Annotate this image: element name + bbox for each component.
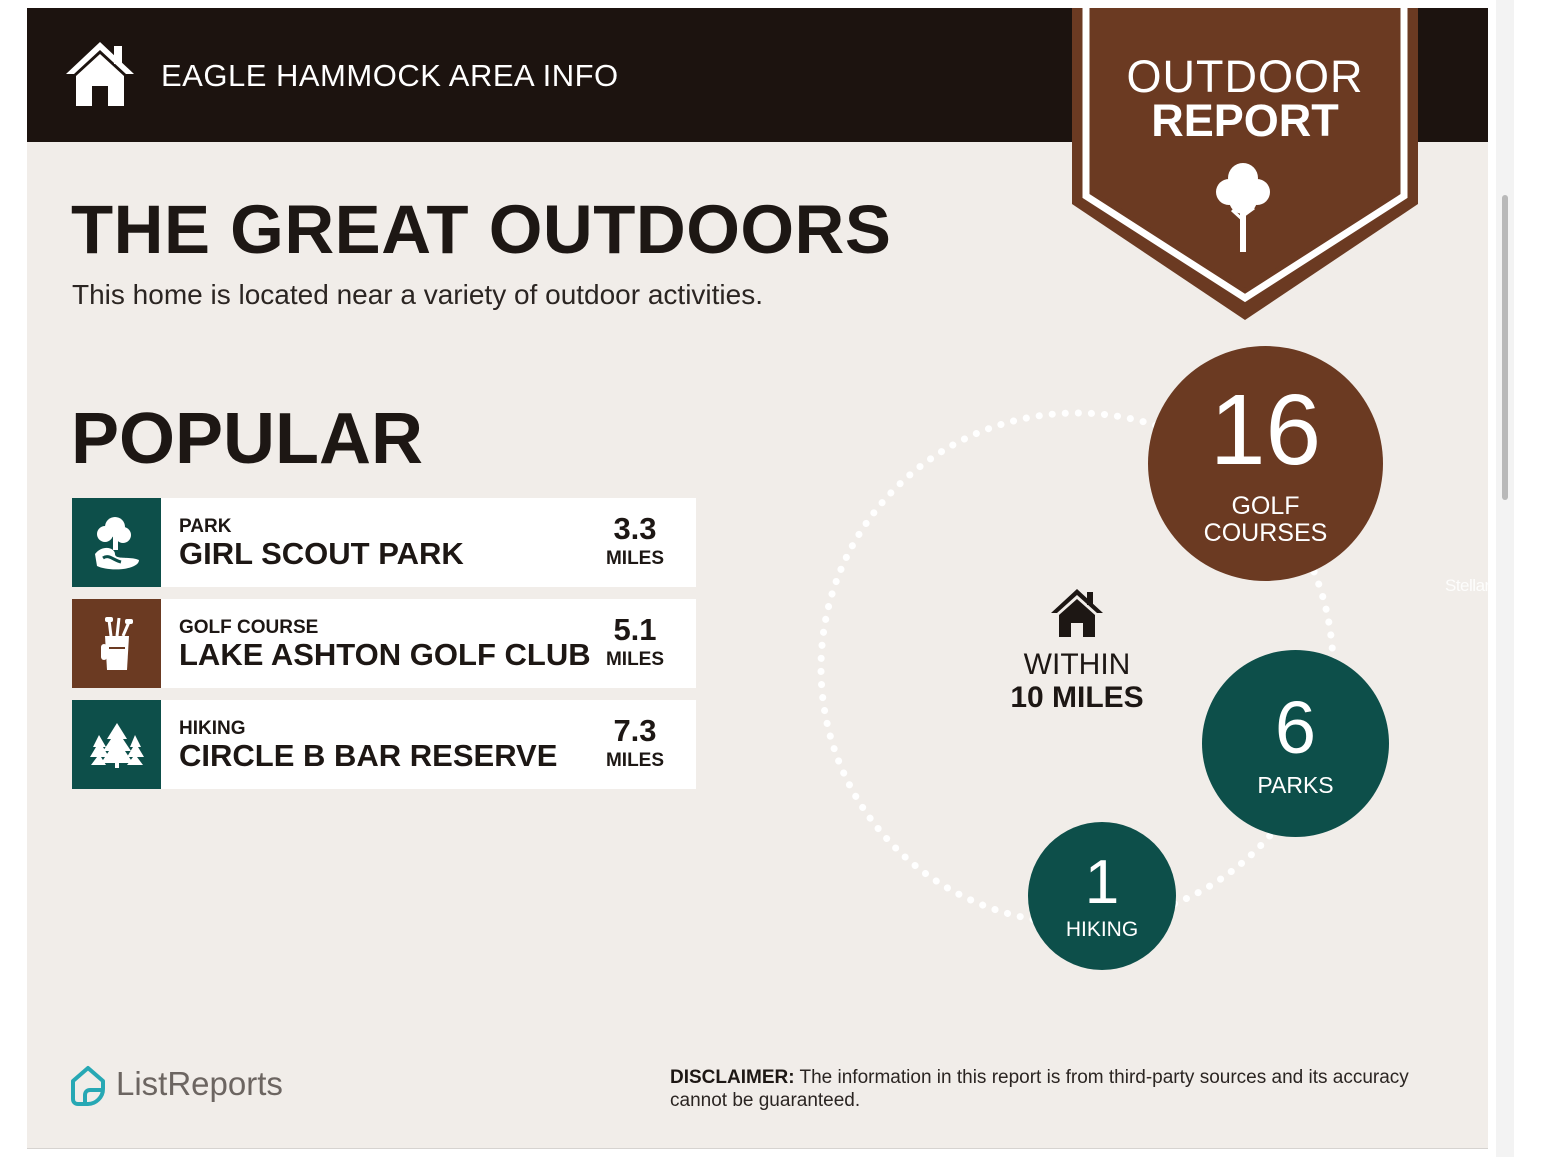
page-title: THE GREAT OUTDOORS	[71, 191, 892, 268]
golf-count-label-line2: COURSES	[1203, 519, 1328, 547]
item-distance: 7.3	[613, 713, 657, 748]
scrollbar-thumb[interactable]	[1502, 195, 1508, 500]
golf-count: 16	[1209, 374, 1322, 486]
within-distance: 10 MILES	[1010, 681, 1144, 714]
hiking-count: 1	[1084, 848, 1120, 917]
popular-item-golf: GOLF COURSE LAKE ASHTON GOLF CLUB 5.1 MI…	[72, 599, 696, 688]
item-distance-unit: MILES	[605, 750, 665, 771]
disclaimer-label: DISCLAIMER:	[670, 1067, 795, 1088]
disclaimer: DISCLAIMER: The information in this repo…	[670, 1066, 1460, 1112]
item-distance-unit: MILES	[605, 649, 665, 670]
item-category: HIKING	[179, 718, 246, 739]
watermark: StellarMLS	[1445, 576, 1488, 595]
hiking-count-circle: 1 HIKING	[1028, 822, 1176, 970]
badge-title-line1: OUTDOOR	[1126, 51, 1364, 102]
item-name: GIRL SCOUT PARK	[179, 536, 464, 571]
within-label: WITHIN	[1023, 648, 1131, 681]
page-bottom-divider	[27, 1148, 1488, 1149]
item-category: GOLF COURSE	[179, 617, 319, 638]
golf-count-label-line1: GOLF	[1231, 492, 1300, 520]
item-name: CIRCLE B BAR RESERVE	[179, 738, 558, 773]
item-distance: 3.3	[613, 511, 657, 546]
popular-heading: POPULAR	[71, 399, 424, 479]
item-icon-box	[72, 700, 161, 789]
item-distance-unit: MILES	[605, 548, 665, 569]
parks-count-circle: 6 PARKS	[1202, 650, 1389, 837]
parks-count: 6	[1274, 686, 1317, 769]
parks-count-label: PARKS	[1257, 772, 1334, 798]
page-subtitle: This home is located near a variety of o…	[72, 279, 764, 310]
badge-title-line2: REPORT	[1151, 95, 1339, 146]
item-distance: 5.1	[613, 612, 657, 647]
listreports-logo-text: ListReports	[116, 1065, 283, 1102]
golf-bag-icon	[100, 616, 133, 670]
scrollbar-track[interactable]	[1496, 0, 1514, 1157]
home-icon	[1051, 589, 1103, 637]
hiking-count-label: HIKING	[1065, 918, 1139, 941]
header-title: EAGLE HAMMOCK AREA INFO	[161, 58, 619, 93]
popular-item-park: PARK GIRL SCOUT PARK 3.3 MILES	[72, 498, 696, 587]
popular-item-hiking: HIKING CIRCLE B BAR RESERVE 7.3 MILES	[72, 700, 696, 789]
listreports-logo-icon	[71, 1066, 105, 1106]
item-icon-box	[72, 498, 161, 587]
item-icon-box	[72, 599, 161, 688]
disclaimer-text: The information in this report is from t…	[670, 1067, 1409, 1111]
park-icon	[94, 516, 139, 569]
item-category: PARK	[179, 516, 232, 537]
pine-trees-icon	[89, 722, 144, 768]
golf-count-circle: 16 GOLF COURSES	[1148, 346, 1383, 581]
tree-icon	[1216, 163, 1270, 252]
item-name: LAKE ASHTON GOLF CLUB	[179, 637, 591, 672]
home-icon	[66, 42, 134, 106]
report-page: EAGLE HAMMOCK AREA INFO OUTDOOR REPORT T…	[27, 8, 1488, 1148]
